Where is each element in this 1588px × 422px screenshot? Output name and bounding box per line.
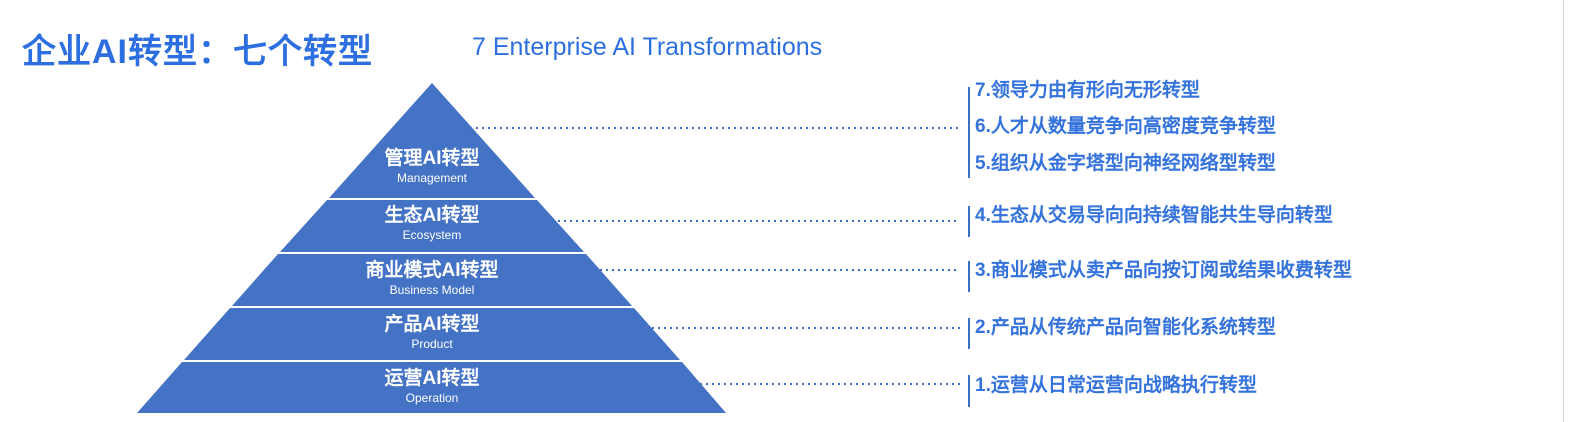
transformation-item-7: 7.领导力由有形向无形转型 bbox=[975, 80, 1200, 101]
transformation-item-1: 1.运营从日常运营向战略执行转型 bbox=[975, 375, 1257, 396]
layer-label-business-model: 商业模式AI转型 Business Model bbox=[282, 260, 582, 298]
layer-product bbox=[184, 308, 680, 360]
layer-title: 管理AI转型 bbox=[384, 148, 480, 169]
layer-title: 生态AI转型 bbox=[384, 205, 480, 226]
right-edge-divider bbox=[1563, 0, 1564, 422]
layer-subtitle: Product bbox=[411, 337, 453, 351]
layer-subtitle: Ecosystem bbox=[402, 228, 462, 242]
layer-label-ecosystem: 生态AI转型 Ecosystem bbox=[282, 205, 582, 243]
layer-title: 产品AI转型 bbox=[384, 314, 480, 335]
transformation-item-5: 5.组织从金字塔型向神经网络型转型 bbox=[975, 153, 1276, 174]
layer-subtitle: Business Model bbox=[389, 283, 475, 297]
layer-title: 运营AI转型 bbox=[384, 368, 480, 389]
transformation-item-3: 3.商业模式从卖产品向按订阅或结果收费转型 bbox=[975, 260, 1352, 281]
layer-ecosystem bbox=[280, 200, 584, 252]
layer-label-product: 产品AI转型 Product bbox=[282, 314, 582, 352]
transformation-item-6: 6.人才从数量竞争向高密度竞争转型 bbox=[975, 116, 1276, 137]
layer-subtitle: Management bbox=[396, 171, 468, 185]
layer-business-model bbox=[232, 254, 632, 306]
layer-management bbox=[329, 83, 535, 198]
page-title: 企业AI转型：七个转型 bbox=[22, 33, 373, 71]
layer-title: 商业模式AI转型 bbox=[365, 260, 499, 281]
layer-subtitle: Operation bbox=[405, 391, 459, 405]
layer-label-management: 管理AI转型 Management bbox=[282, 148, 582, 186]
connectors bbox=[470, 127, 960, 385]
layer-operation bbox=[137, 362, 726, 413]
page-subtitle: 7 Enterprise AI Transformations bbox=[472, 33, 823, 61]
transformation-item-2: 2.产品从传统产品向智能化系统转型 bbox=[975, 317, 1276, 338]
layer-label-operation: 运营AI转型 Operation bbox=[282, 368, 582, 406]
transformation-item-4: 4.生态从交易导向向持续智能共生导向转型 bbox=[975, 205, 1333, 226]
